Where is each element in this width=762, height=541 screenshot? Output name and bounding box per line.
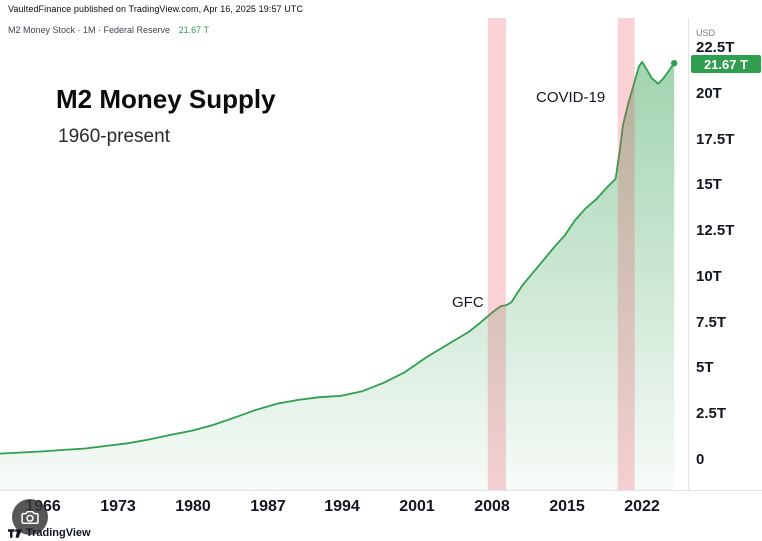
- camera-icon: [20, 507, 40, 527]
- price-tick: 20T: [696, 85, 722, 102]
- time-tick: 1987: [250, 498, 286, 515]
- m2-area-chart: [0, 18, 678, 490]
- symbol-description: M2 Money Stock · 1M · Federal Reserve: [8, 25, 171, 35]
- time-axis[interactable]: 1966 1973 1980 1987 1994 2001 2008 2015 …: [0, 490, 762, 541]
- tradingview-brand: TradingView: [8, 527, 91, 539]
- price-tick: 22.5T: [696, 39, 735, 56]
- time-tick: 1980: [175, 498, 211, 515]
- symbol-last-value: 21.67 T: [178, 25, 209, 35]
- price-tick: 5T: [696, 359, 714, 376]
- price-tick: 15T: [696, 176, 722, 193]
- symbol-row: M2 Money Stock · 1M · Federal Reserve 21…: [8, 25, 209, 35]
- time-tick: 2001: [399, 498, 435, 515]
- price-tick: 7.5T: [696, 314, 727, 331]
- last-price-badge: 21.67 T: [691, 55, 761, 73]
- annotation-gfc: GFC: [452, 294, 484, 311]
- price-axis[interactable]: USD 22.5T 20T 17.5T 15T 12.5T 10T 7.5T 5…: [688, 18, 762, 490]
- time-tick: 1973: [100, 498, 136, 515]
- time-tick: 2022: [624, 498, 660, 515]
- currency-label: USD: [696, 28, 716, 38]
- chart-pane[interactable]: M2 Money Supply 1960-present GFC COVID-1…: [0, 18, 688, 490]
- time-tick: 1994: [324, 498, 360, 515]
- time-tick: 2008: [474, 498, 510, 515]
- chart-subtitle: 1960-present: [58, 126, 170, 147]
- price-tick: 2.5T: [696, 405, 727, 422]
- tradingview-brand-text: TradingView: [26, 527, 91, 539]
- price-tick: 10T: [696, 268, 722, 285]
- price-tick: 17.5T: [696, 131, 735, 148]
- annotation-covid: COVID-19: [536, 89, 606, 106]
- price-tick: 12.5T: [696, 222, 735, 239]
- tradingview-logo-icon: [8, 528, 22, 539]
- price-tick: 0: [696, 451, 705, 468]
- attribution-text: VaultedFinance published on TradingView.…: [8, 4, 304, 14]
- chart-title: M2 Money Supply: [56, 84, 276, 114]
- time-tick: 2015: [549, 498, 585, 515]
